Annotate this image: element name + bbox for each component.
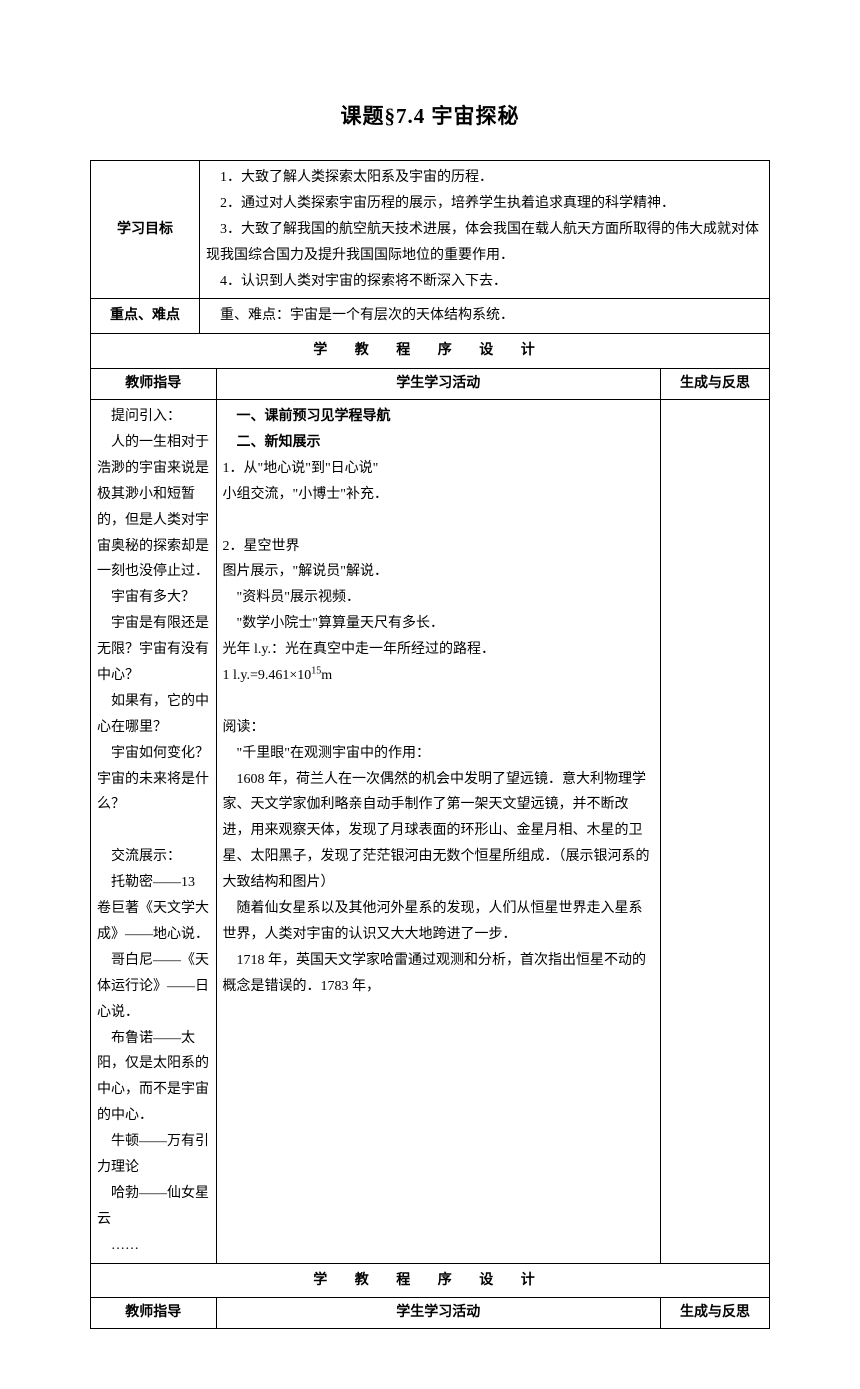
- student-s2: 二、新知展示: [223, 430, 654, 456]
- teacher-p6: 宇宙如何变化？宇宙的未来将是什么？: [97, 741, 210, 819]
- content-row: 提问引入： 人的一生相对于浩渺的宇宙来说是极其渺小和短暂的，但是人类对宇宙奥秘的…: [91, 400, 770, 1263]
- student-s10c: m: [321, 668, 332, 683]
- teacher-p5: 如果有，它的中心在哪里？: [97, 689, 210, 741]
- student-s9: 光年 l.y.：光在真空中走一年所经过的路程．: [223, 642, 495, 657]
- student-s11: 阅读：: [223, 720, 265, 735]
- reflect-cell-1: [661, 400, 770, 1263]
- lesson-plan-table: 学习目标 1．大致了解人类探索太阳系及宇宙的历程． 2．通过对人类探索宇宙历程的…: [90, 160, 770, 1329]
- student-s10b-sup: 15: [311, 665, 321, 676]
- student-s4: 小组交流，"小博士"补充．: [223, 487, 388, 502]
- col-teacher-2: 教师指导: [91, 1298, 217, 1329]
- col-student-1: 学生学习活动: [216, 369, 660, 400]
- student-s1: 一、课前预习见学程导航: [223, 404, 654, 430]
- focus-text: 重、难点：宇宙是一个有层次的天体结构系统．: [206, 303, 763, 329]
- teacher-p9: 哥白尼——《天体运行论》——日心说．: [97, 948, 210, 1026]
- focus-label: 重点、难点: [91, 299, 200, 334]
- section-header-1: 学 教 程 序 设 计: [91, 334, 770, 369]
- student-s6: 图片展示，"解说员"解说．: [223, 564, 388, 579]
- student-s10: 1 l.y.=9.461×1015m: [223, 668, 333, 683]
- column-headers-1: 教师指导 学生学习活动 生成与反思: [91, 369, 770, 400]
- section-header-2-text: 学 教 程 序 设 计: [91, 1263, 770, 1298]
- col-teacher-1: 教师指导: [91, 369, 217, 400]
- student-s10a: 1 l.y.=9.461×10: [223, 668, 312, 683]
- student-activity: 一、课前预习见学程导航 二、新知展示 1．从"地心说"到"日心说" 小组交流，"…: [216, 400, 660, 1263]
- document-title: 课题§7.4 宇宙探秘: [90, 100, 770, 130]
- focus-row: 重点、难点 重、难点：宇宙是一个有层次的天体结构系统．: [91, 299, 770, 334]
- student-s14: 随着仙女星系以及其他河外星系的发现，人们从恒星世界走入星系世界，人类对宇宙的认识…: [223, 896, 654, 948]
- objective-content: 1．大致了解人类探索太阳系及宇宙的历程． 2．通过对人类探索宇宙历程的展示，培养…: [200, 161, 770, 299]
- student-s3: 1．从"地心说"到"日心说": [223, 461, 379, 476]
- focus-content: 重、难点：宇宙是一个有层次的天体结构系统．: [200, 299, 770, 334]
- teacher-p12: 哈勃——仙女星云: [97, 1181, 210, 1233]
- objective-label: 学习目标: [91, 161, 200, 299]
- objective-line-2: 2．通过对人类探索宇宙历程的展示，培养学生执着追求真理的科学精神．: [206, 191, 763, 217]
- teacher-p1: 提问引入：: [97, 404, 210, 430]
- teacher-p13: ……: [97, 1233, 210, 1259]
- col-reflect-1: 生成与反思: [661, 369, 770, 400]
- objective-line-1: 1．大致了解人类探索太阳系及宇宙的历程．: [206, 165, 763, 191]
- objective-row: 学习目标 1．大致了解人类探索太阳系及宇宙的历程． 2．通过对人类探索宇宙历程的…: [91, 161, 770, 299]
- teacher-p10: 布鲁诺——太阳，仅是太阳系的中心，而不是宇宙的中心．: [97, 1026, 210, 1130]
- teacher-p8: 托勒密——13 卷巨著《天文学大成》——地心说．: [97, 870, 210, 948]
- teacher-p3: 宇宙有多大？: [97, 585, 210, 611]
- objective-line-3: 3．大致了解我国的航空航天技术进展，体会我国在载人航天方面所取得的伟大成就对体现…: [206, 217, 763, 269]
- col-reflect-2: 生成与反思: [661, 1298, 770, 1329]
- student-s13: 1608 年，荷兰人在一次偶然的机会中发明了望远镜．意大利物理学家、天文学家伽利…: [223, 767, 654, 896]
- student-s7: "资料员"展示视频．: [223, 585, 654, 611]
- col-student-2: 学生学习活动: [216, 1298, 660, 1329]
- teacher-p4: 宇宙是有限还是无限？宇宙有没有中心？: [97, 611, 210, 689]
- teacher-p7: 交流展示：: [97, 844, 210, 870]
- student-s15: 1718 年，英国天文学家哈雷通过观测和分析，首次指出恒星不动的概念是错误的．1…: [223, 948, 654, 1000]
- objective-line-4: 4．认识到人类对宇宙的探索将不断深入下去．: [206, 269, 763, 295]
- student-s12: "千里眼"在观测宇宙中的作用：: [223, 741, 654, 767]
- student-s5: 2．星空世界: [223, 539, 300, 554]
- teacher-guidance: 提问引入： 人的一生相对于浩渺的宇宙来说是极其渺小和短暂的，但是人类对宇宙奥秘的…: [91, 400, 217, 1263]
- teacher-p2: 人的一生相对于浩渺的宇宙来说是极其渺小和短暂的，但是人类对宇宙奥秘的探索却是一刻…: [97, 430, 210, 585]
- page: 课题§7.4 宇宙探秘 学习目标 1．大致了解人类探索太阳系及宇宙的历程． 2．…: [0, 0, 860, 1389]
- teacher-p11: 牛顿——万有引力理论: [97, 1129, 210, 1181]
- section-header-2: 学 教 程 序 设 计: [91, 1263, 770, 1298]
- column-headers-2: 教师指导 学生学习活动 生成与反思: [91, 1298, 770, 1329]
- student-s8: "数学小院士"算算量天尺有多长．: [223, 611, 654, 637]
- section-header-1-text: 学 教 程 序 设 计: [91, 334, 770, 369]
